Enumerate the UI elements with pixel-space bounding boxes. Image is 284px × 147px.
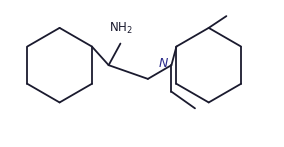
Text: N: N [159,57,168,70]
Text: NH$_2$: NH$_2$ [110,21,133,36]
